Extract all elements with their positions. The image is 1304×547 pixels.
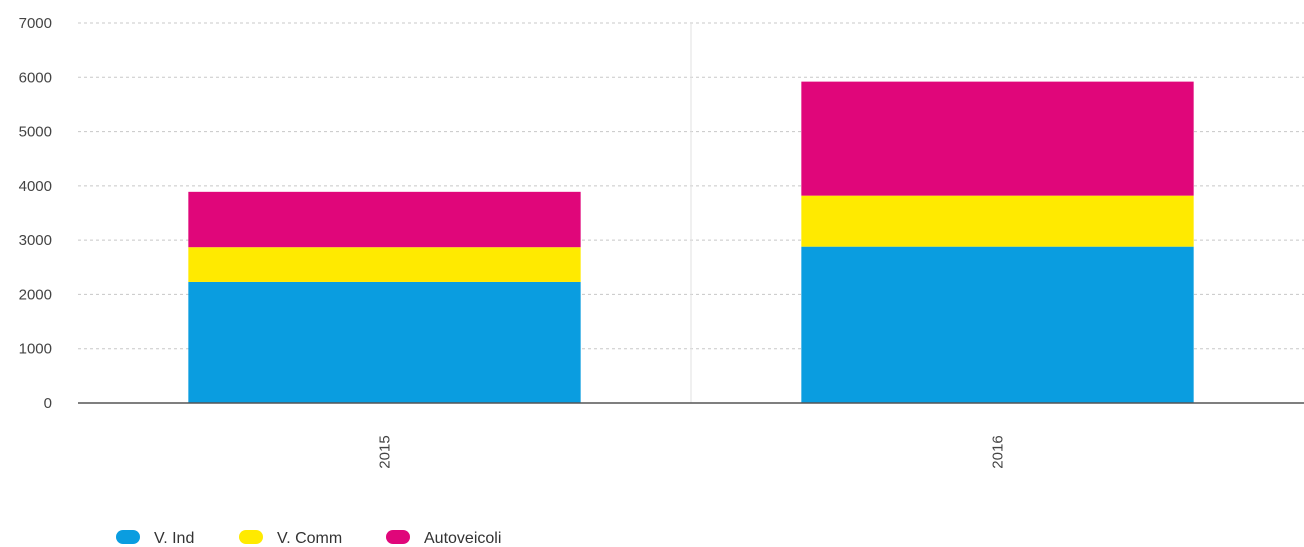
legend-label-autoveicoli: Autoveicoli xyxy=(424,530,501,547)
y-tick-label-3000: 3000 xyxy=(19,232,52,249)
bar-2015-v-ind xyxy=(188,281,581,403)
x-axis-labels: 2015 2016 xyxy=(377,435,1007,468)
legend-swatch-autoveicoli xyxy=(386,530,410,544)
y-axis-ticks: 0 1000 2000 3000 4000 5000 6000 7000 xyxy=(19,15,52,412)
bar-2016-autoveicoli xyxy=(801,81,1194,196)
y-tick-label-0: 0 xyxy=(44,395,52,412)
y-tick-label-6000: 6000 xyxy=(19,69,52,86)
legend-swatch-v-ind xyxy=(116,530,140,544)
y-tick-label-5000: 5000 xyxy=(19,124,52,141)
bar-2015-autoveicoli xyxy=(188,191,581,248)
y-tick-label-1000: 1000 xyxy=(19,341,52,358)
bar-2016-v-ind xyxy=(801,246,1194,403)
x-tick-label-2015: 2015 xyxy=(377,435,394,468)
legend-swatch-v-comm xyxy=(239,530,263,544)
legend-label-v-ind: V. Ind xyxy=(154,530,194,547)
bar-2016-v-comm xyxy=(801,195,1194,247)
legend: V. Ind V. Comm Autoveicoli xyxy=(116,530,501,547)
y-tick-label-7000: 7000 xyxy=(19,15,52,32)
legend-label-v-comm: V. Comm xyxy=(277,530,342,547)
bars xyxy=(188,81,1194,403)
bar-2015-v-comm xyxy=(188,247,581,282)
x-tick-label-2016: 2016 xyxy=(990,435,1007,468)
y-tick-label-2000: 2000 xyxy=(19,286,52,303)
y-tick-label-4000: 4000 xyxy=(19,178,52,195)
